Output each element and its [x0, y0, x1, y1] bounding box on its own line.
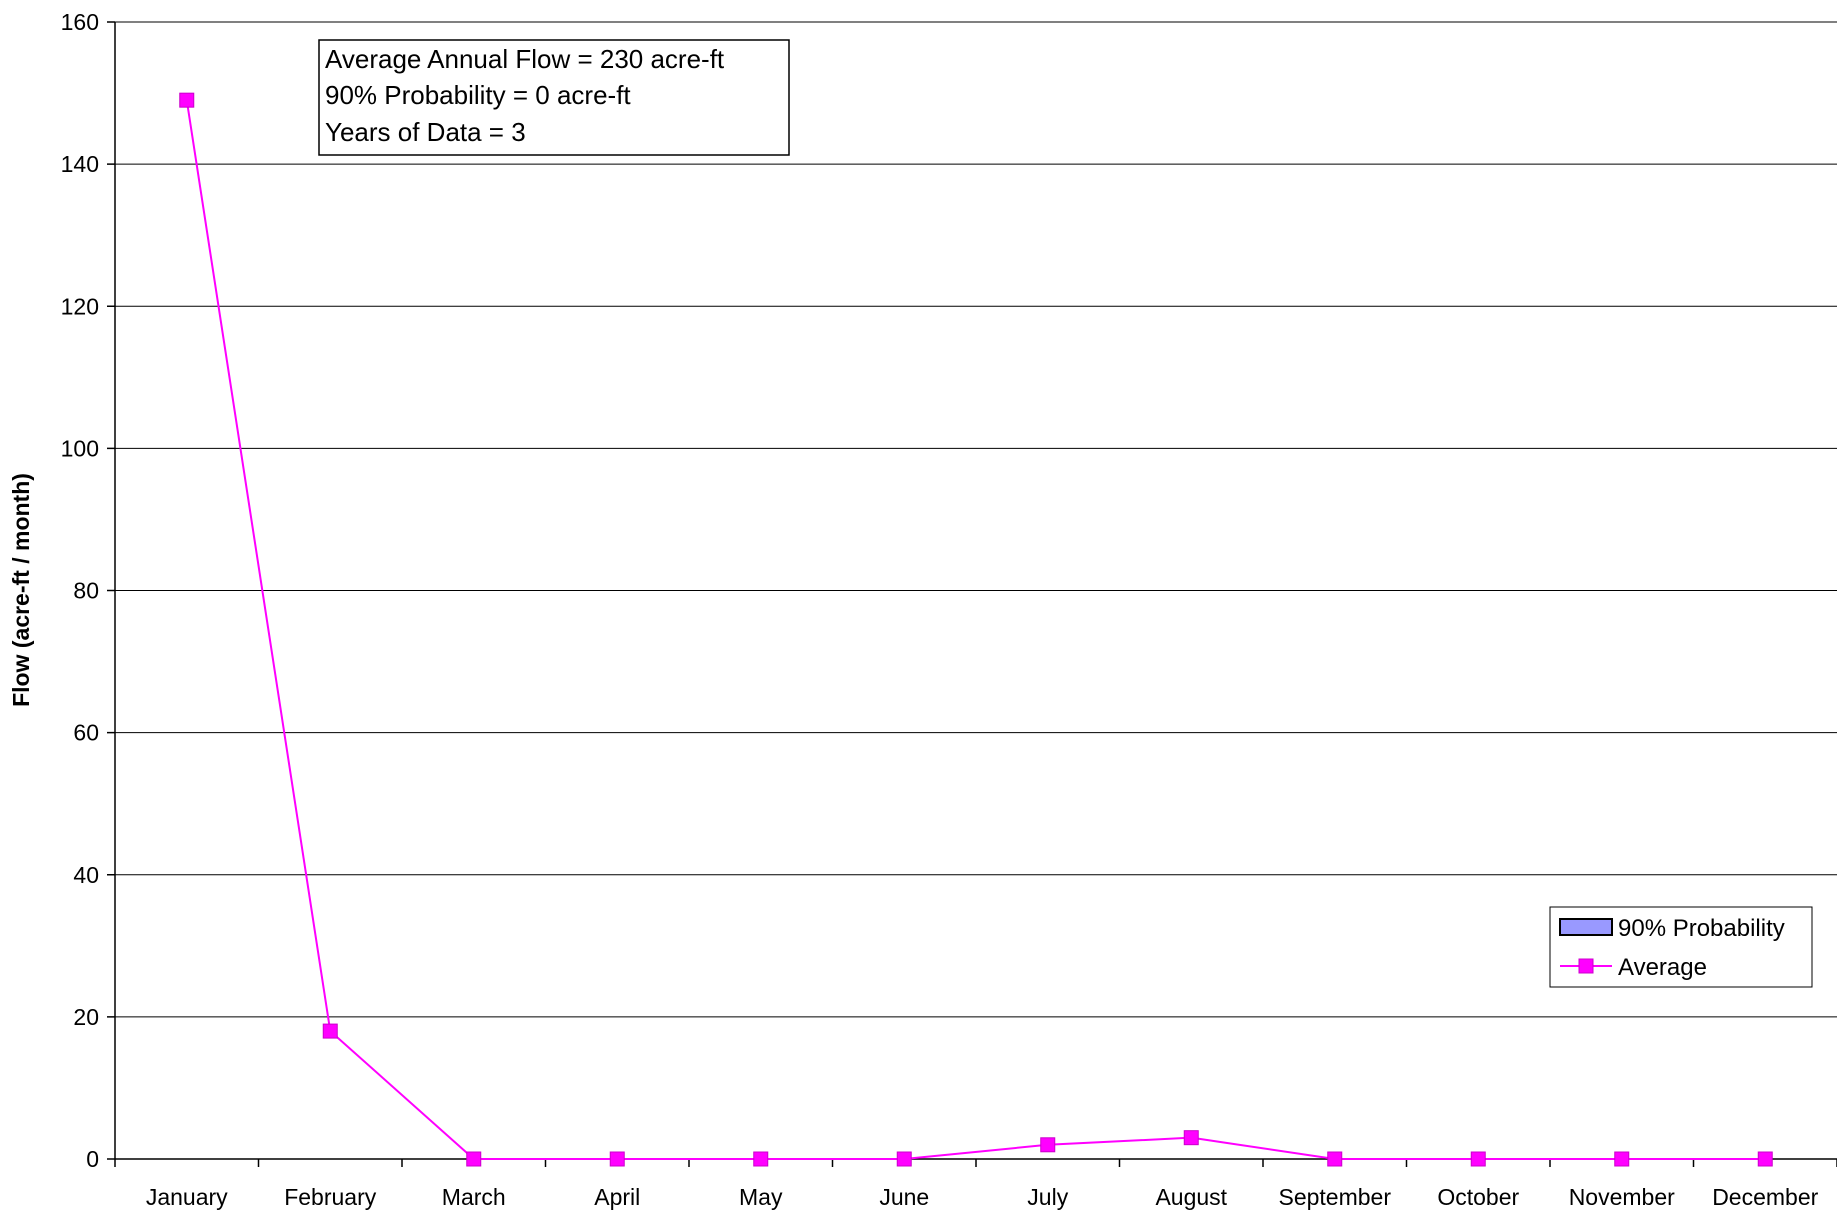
x-tick-label: September	[1278, 1184, 1391, 1210]
y-tick-label: 60	[73, 720, 99, 746]
data-point-average	[179, 92, 195, 108]
y-tick-label: 0	[86, 1146, 99, 1172]
data-point-average	[322, 1023, 338, 1039]
annotation-box: Average Annual Flow = 230 acre-ft 90% Pr…	[318, 39, 790, 156]
x-tick-label: March	[442, 1184, 506, 1210]
y-axis-title: Flow (acre-ft / month)	[8, 473, 34, 707]
data-point-average	[1327, 1151, 1343, 1167]
y-tick-label: 160	[61, 9, 99, 35]
x-tick-label: January	[146, 1184, 228, 1210]
annotation-frame	[318, 39, 790, 156]
annotation-line-2: 90% Probability = 0 acre-ft	[325, 80, 631, 110]
data-point-average	[1757, 1151, 1773, 1167]
annotation-line-1: Average Annual Flow = 230 acre-ft	[325, 44, 725, 74]
legend-marker-average	[1578, 958, 1594, 974]
y-tick-label: 100	[61, 435, 99, 461]
x-tick-label: December	[1712, 1184, 1818, 1210]
annotation-line-3: Years of Data = 3	[325, 117, 526, 147]
data-point-average	[466, 1151, 482, 1167]
series-line-average	[185, 100, 1766, 1160]
gridlines	[115, 21, 1837, 1018]
data-point-average	[1040, 1137, 1056, 1153]
y-tick-label: 20	[73, 1004, 99, 1030]
legend-swatch-90-probability	[1559, 918, 1613, 936]
x-tick-label: February	[284, 1184, 377, 1210]
y-tick-label: 40	[73, 862, 99, 888]
data-point-average	[753, 1151, 769, 1167]
data-point-average	[609, 1151, 625, 1167]
data-point-average	[1183, 1130, 1199, 1146]
series	[179, 92, 1773, 1167]
y-tick-label: 140	[61, 151, 99, 177]
x-tick-label: October	[1437, 1184, 1519, 1210]
x-tick-label: November	[1569, 1184, 1675, 1210]
data-point-average	[1470, 1151, 1486, 1167]
x-tick-label: August	[1155, 1184, 1227, 1210]
data-point-average	[896, 1151, 912, 1167]
x-tick-label: June	[879, 1184, 929, 1210]
x-ticks: January February March April May June July Augu…	[114, 1159, 1837, 1210]
y-tick-label: 80	[73, 578, 99, 604]
y-tick-label: 120	[61, 293, 99, 319]
legend: 90% Probability Average	[1549, 906, 1813, 988]
y-ticks: 0 20 40 60 80 100 120 140 160	[61, 9, 115, 1172]
x-tick-label: May	[739, 1184, 783, 1210]
data-point-average	[1614, 1151, 1630, 1167]
legend-label-average: Average	[1618, 954, 1707, 981]
x-tick-label: July	[1027, 1184, 1068, 1210]
x-tick-label: April	[594, 1184, 640, 1210]
legend-label-90-probability: 90% Probability	[1618, 915, 1785, 942]
